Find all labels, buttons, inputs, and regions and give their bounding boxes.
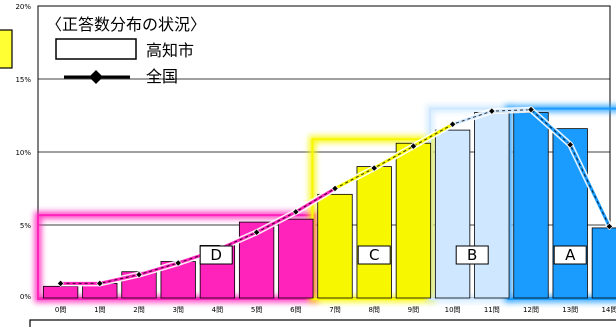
group-label-box <box>455 245 489 265</box>
line-point <box>370 164 378 172</box>
bar <box>591 227 616 299</box>
x-tick-label: 8問 <box>368 306 379 314</box>
x-tick-label: 5問 <box>251 306 262 314</box>
x-tick-label: 10問 <box>445 306 461 314</box>
line-point <box>527 106 535 114</box>
x-tick-label: 3問 <box>172 306 183 314</box>
bar <box>474 112 510 299</box>
line-point <box>174 259 182 267</box>
x-tick-label: 11問 <box>484 306 500 314</box>
y-tick-label: 20% <box>15 3 31 11</box>
legend-bar-swatch <box>55 38 137 60</box>
edge-box <box>0 29 13 69</box>
group-label: A <box>565 246 576 264</box>
line-point <box>135 271 143 279</box>
bar <box>513 112 549 299</box>
x-tick-label: 2問 <box>133 306 144 314</box>
bottom-box <box>29 319 616 331</box>
line-point <box>566 141 574 149</box>
x-tick-label: 9問 <box>408 306 419 314</box>
line-point <box>331 184 339 193</box>
group-label-box <box>357 245 391 265</box>
line-point <box>488 107 496 115</box>
bar <box>278 218 314 299</box>
group-label: B <box>467 246 477 264</box>
line-point <box>448 120 457 128</box>
x-tick-label: 4問 <box>212 306 223 314</box>
y-tick-label: 15% <box>15 76 31 84</box>
bar <box>434 129 471 299</box>
bar <box>552 128 588 299</box>
line-point <box>56 279 65 288</box>
bar <box>395 142 432 299</box>
line-point <box>252 228 261 236</box>
group-label: D <box>210 246 222 264</box>
group-label-box <box>553 245 587 265</box>
legend-line-marker <box>89 70 103 84</box>
x-tick-label: 6問 <box>290 306 301 314</box>
x-tick-label: 13問 <box>562 306 578 314</box>
line-point <box>409 142 418 150</box>
line-point <box>605 222 614 231</box>
chart-title: 〈正答数分布の状況〉 <box>46 15 206 34</box>
group-label-box <box>199 245 233 265</box>
x-tick-label: 1問 <box>94 306 105 314</box>
x-tick-label: 7問 <box>329 306 340 314</box>
group-label: C <box>369 246 379 264</box>
bar <box>317 193 353 299</box>
y-tick-label: 10% <box>15 149 31 157</box>
bar <box>42 285 79 299</box>
legend-line-label: 全国 <box>146 67 178 86</box>
y-tick-label: 0% <box>20 293 31 301</box>
x-tick-label: 14問 <box>601 306 616 314</box>
x-tick-label: 12問 <box>523 306 539 314</box>
bar <box>356 166 392 299</box>
x-tick-label: 0問 <box>55 306 66 314</box>
line-point <box>96 279 104 288</box>
legend-bar-label: 高知市 <box>146 41 194 60</box>
y-tick-label: 5% <box>20 222 31 230</box>
line-point <box>292 208 300 216</box>
